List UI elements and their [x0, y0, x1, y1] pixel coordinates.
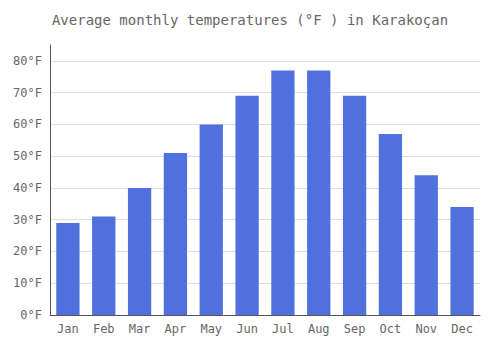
svg-text:Dec: Dec — [451, 322, 473, 336]
svg-text:30°F: 30°F — [13, 213, 42, 227]
svg-text:Sep: Sep — [344, 322, 366, 336]
svg-text:Feb: Feb — [93, 322, 115, 336]
svg-text:Aug: Aug — [308, 322, 330, 336]
svg-text:Jul: Jul — [272, 322, 294, 336]
svg-text:60°F: 60°F — [13, 117, 42, 131]
svg-text:Oct: Oct — [380, 322, 402, 336]
svg-text:70°F: 70°F — [13, 86, 42, 100]
svg-text:Jun: Jun — [236, 322, 258, 336]
svg-text:Apr: Apr — [165, 322, 187, 336]
svg-text:Nov: Nov — [415, 322, 437, 336]
svg-text:Mar: Mar — [129, 322, 151, 336]
svg-text:Average monthly temperatures (: Average monthly temperatures (°F ) in Ka… — [52, 12, 448, 28]
svg-text:May: May — [200, 322, 222, 336]
svg-text:0°F: 0°F — [20, 308, 42, 322]
svg-text:10°F: 10°F — [13, 276, 42, 290]
svg-text:40°F: 40°F — [13, 181, 42, 195]
svg-text:20°F: 20°F — [13, 244, 42, 258]
svg-text:50°F: 50°F — [13, 149, 42, 163]
svg-text:80°F: 80°F — [13, 54, 42, 68]
svg-text:Jan: Jan — [57, 322, 79, 336]
